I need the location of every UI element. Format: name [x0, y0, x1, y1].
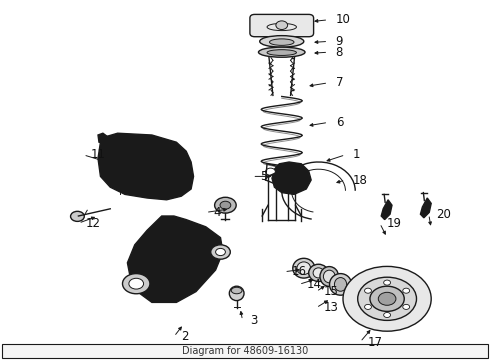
Circle shape — [71, 211, 84, 221]
Text: 8: 8 — [336, 46, 343, 59]
Text: 11: 11 — [91, 148, 106, 161]
Circle shape — [216, 248, 225, 256]
Ellipse shape — [329, 274, 352, 295]
Circle shape — [276, 21, 288, 30]
Circle shape — [365, 304, 371, 309]
Circle shape — [378, 292, 396, 305]
Circle shape — [370, 286, 404, 311]
Text: 13: 13 — [323, 301, 338, 314]
FancyBboxPatch shape — [250, 14, 314, 37]
Polygon shape — [272, 162, 311, 194]
Text: 19: 19 — [387, 217, 402, 230]
Circle shape — [122, 274, 150, 294]
Polygon shape — [142, 227, 211, 288]
Text: 9: 9 — [336, 35, 343, 48]
Circle shape — [129, 278, 144, 289]
Circle shape — [343, 266, 431, 331]
Text: 12: 12 — [86, 217, 101, 230]
Ellipse shape — [293, 258, 315, 278]
Text: 18: 18 — [353, 174, 368, 186]
Text: 17: 17 — [368, 336, 383, 348]
Circle shape — [215, 197, 236, 213]
Polygon shape — [98, 133, 114, 143]
Ellipse shape — [309, 264, 328, 282]
Ellipse shape — [323, 270, 335, 283]
Text: 20: 20 — [436, 208, 451, 221]
Ellipse shape — [259, 47, 305, 57]
Circle shape — [403, 288, 410, 293]
Circle shape — [220, 201, 231, 209]
Text: 7: 7 — [336, 76, 343, 89]
Ellipse shape — [270, 39, 294, 45]
Bar — [2, 344, 488, 358]
Polygon shape — [127, 216, 223, 302]
Polygon shape — [381, 200, 392, 220]
Ellipse shape — [267, 50, 296, 55]
Ellipse shape — [334, 278, 346, 291]
Ellipse shape — [313, 268, 324, 278]
Text: 4: 4 — [213, 206, 220, 219]
Text: 1: 1 — [353, 148, 360, 161]
Text: Diagram for 48609-16130: Diagram for 48609-16130 — [182, 346, 308, 356]
Circle shape — [384, 312, 391, 318]
Circle shape — [358, 277, 416, 320]
Ellipse shape — [229, 286, 244, 301]
Polygon shape — [98, 133, 194, 200]
Text: 3: 3 — [250, 314, 257, 327]
Text: 15: 15 — [323, 285, 338, 298]
Circle shape — [266, 168, 275, 175]
Text: 10: 10 — [336, 13, 350, 26]
Circle shape — [365, 288, 371, 293]
Circle shape — [384, 280, 391, 285]
Circle shape — [211, 245, 230, 259]
Ellipse shape — [260, 36, 304, 47]
Ellipse shape — [231, 287, 242, 294]
Ellipse shape — [320, 266, 339, 287]
Text: 2: 2 — [181, 330, 189, 343]
Circle shape — [403, 304, 410, 309]
Text: 6: 6 — [336, 116, 343, 129]
Ellipse shape — [297, 262, 311, 274]
Text: 16: 16 — [292, 265, 307, 278]
Text: 14: 14 — [306, 278, 321, 291]
Polygon shape — [420, 198, 431, 218]
Text: 5: 5 — [260, 170, 267, 183]
